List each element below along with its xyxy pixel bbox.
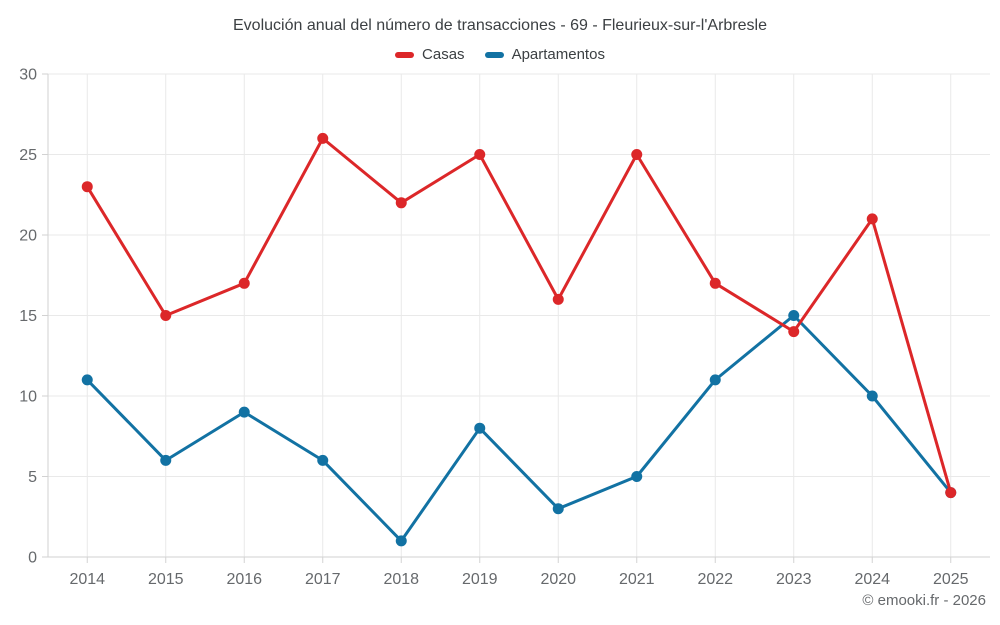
data-point-apartamentos-2014[interactable]: [81, 374, 93, 386]
x-axis-label: 2019: [462, 571, 498, 588]
y-axis-label: 30: [19, 67, 37, 84]
y-axis-label: 25: [19, 147, 37, 164]
data-point-casas-2025[interactable]: [945, 487, 957, 499]
x-axis-label: 2017: [305, 571, 341, 588]
x-axis-label: 2016: [226, 571, 262, 588]
series-line-apartamentos: [85, 314, 953, 543]
data-point-casas-2022[interactable]: [709, 277, 721, 289]
legend-swatch-apartamentos-icon: [484, 51, 504, 58]
data-point-casas-2023[interactable]: [788, 326, 800, 338]
x-axis-label: 2015: [148, 571, 184, 588]
series-line-casas: [85, 136, 953, 495]
data-point-casas-2015[interactable]: [160, 310, 172, 321]
data-point-casas-2020[interactable]: [552, 293, 564, 305]
data-point-casas-2024[interactable]: [866, 213, 878, 225]
data-point-casas-2018[interactable]: [395, 197, 407, 209]
x-axis-label: 2025: [933, 571, 969, 588]
data-point-apartamentos-2023[interactable]: [788, 310, 800, 321]
y-axis-label: 5: [28, 469, 37, 486]
x-axis-label: 2014: [69, 571, 105, 588]
legend: Casas Apartamentos: [0, 46, 1000, 63]
data-point-casas-2021[interactable]: [631, 149, 643, 160]
legend-item-casas[interactable]: Casas: [395, 46, 465, 63]
chart-title: Evolución anual del número de transaccio…: [233, 17, 767, 34]
data-point-apartamentos-2015[interactable]: [160, 454, 172, 466]
data-point-apartamentos-2016[interactable]: [238, 406, 250, 418]
data-point-casas-2017[interactable]: [317, 132, 329, 144]
data-point-casas-2019[interactable]: [474, 149, 486, 160]
data-point-apartamentos-2017[interactable]: [317, 454, 329, 466]
data-point-apartamentos-2018[interactable]: [395, 535, 407, 547]
x-axis-label: 2023: [776, 571, 812, 588]
legend-label-casas: Casas: [422, 46, 465, 63]
copyright-footer: © emooki.fr - 2026: [862, 592, 986, 609]
data-point-apartamentos-2020[interactable]: [552, 503, 564, 515]
data-point-casas-2014[interactable]: [81, 181, 93, 193]
x-axis-label: 2021: [619, 571, 655, 588]
y-axis-label: 0: [28, 550, 37, 567]
data-point-casas-2016[interactable]: [238, 277, 250, 289]
y-axis-label: 10: [19, 389, 37, 406]
y-axis-label: 15: [19, 308, 37, 325]
data-point-apartamentos-2019[interactable]: [474, 422, 486, 434]
legend-label-apartamentos: Apartamentos: [511, 46, 605, 63]
x-axis-label: 2018: [383, 571, 419, 588]
data-point-apartamentos-2022[interactable]: [709, 374, 721, 386]
legend-swatch-casas-icon: [395, 51, 415, 58]
data-point-apartamentos-2024[interactable]: [866, 390, 878, 402]
y-axis-label: 20: [19, 228, 37, 245]
data-point-apartamentos-2021[interactable]: [631, 471, 643, 482]
x-axis-label: 2024: [854, 571, 890, 588]
legend-item-apartamentos[interactable]: Apartamentos: [484, 46, 605, 63]
x-axis-label: 2020: [540, 571, 576, 588]
x-axis-label: 2022: [697, 571, 733, 588]
